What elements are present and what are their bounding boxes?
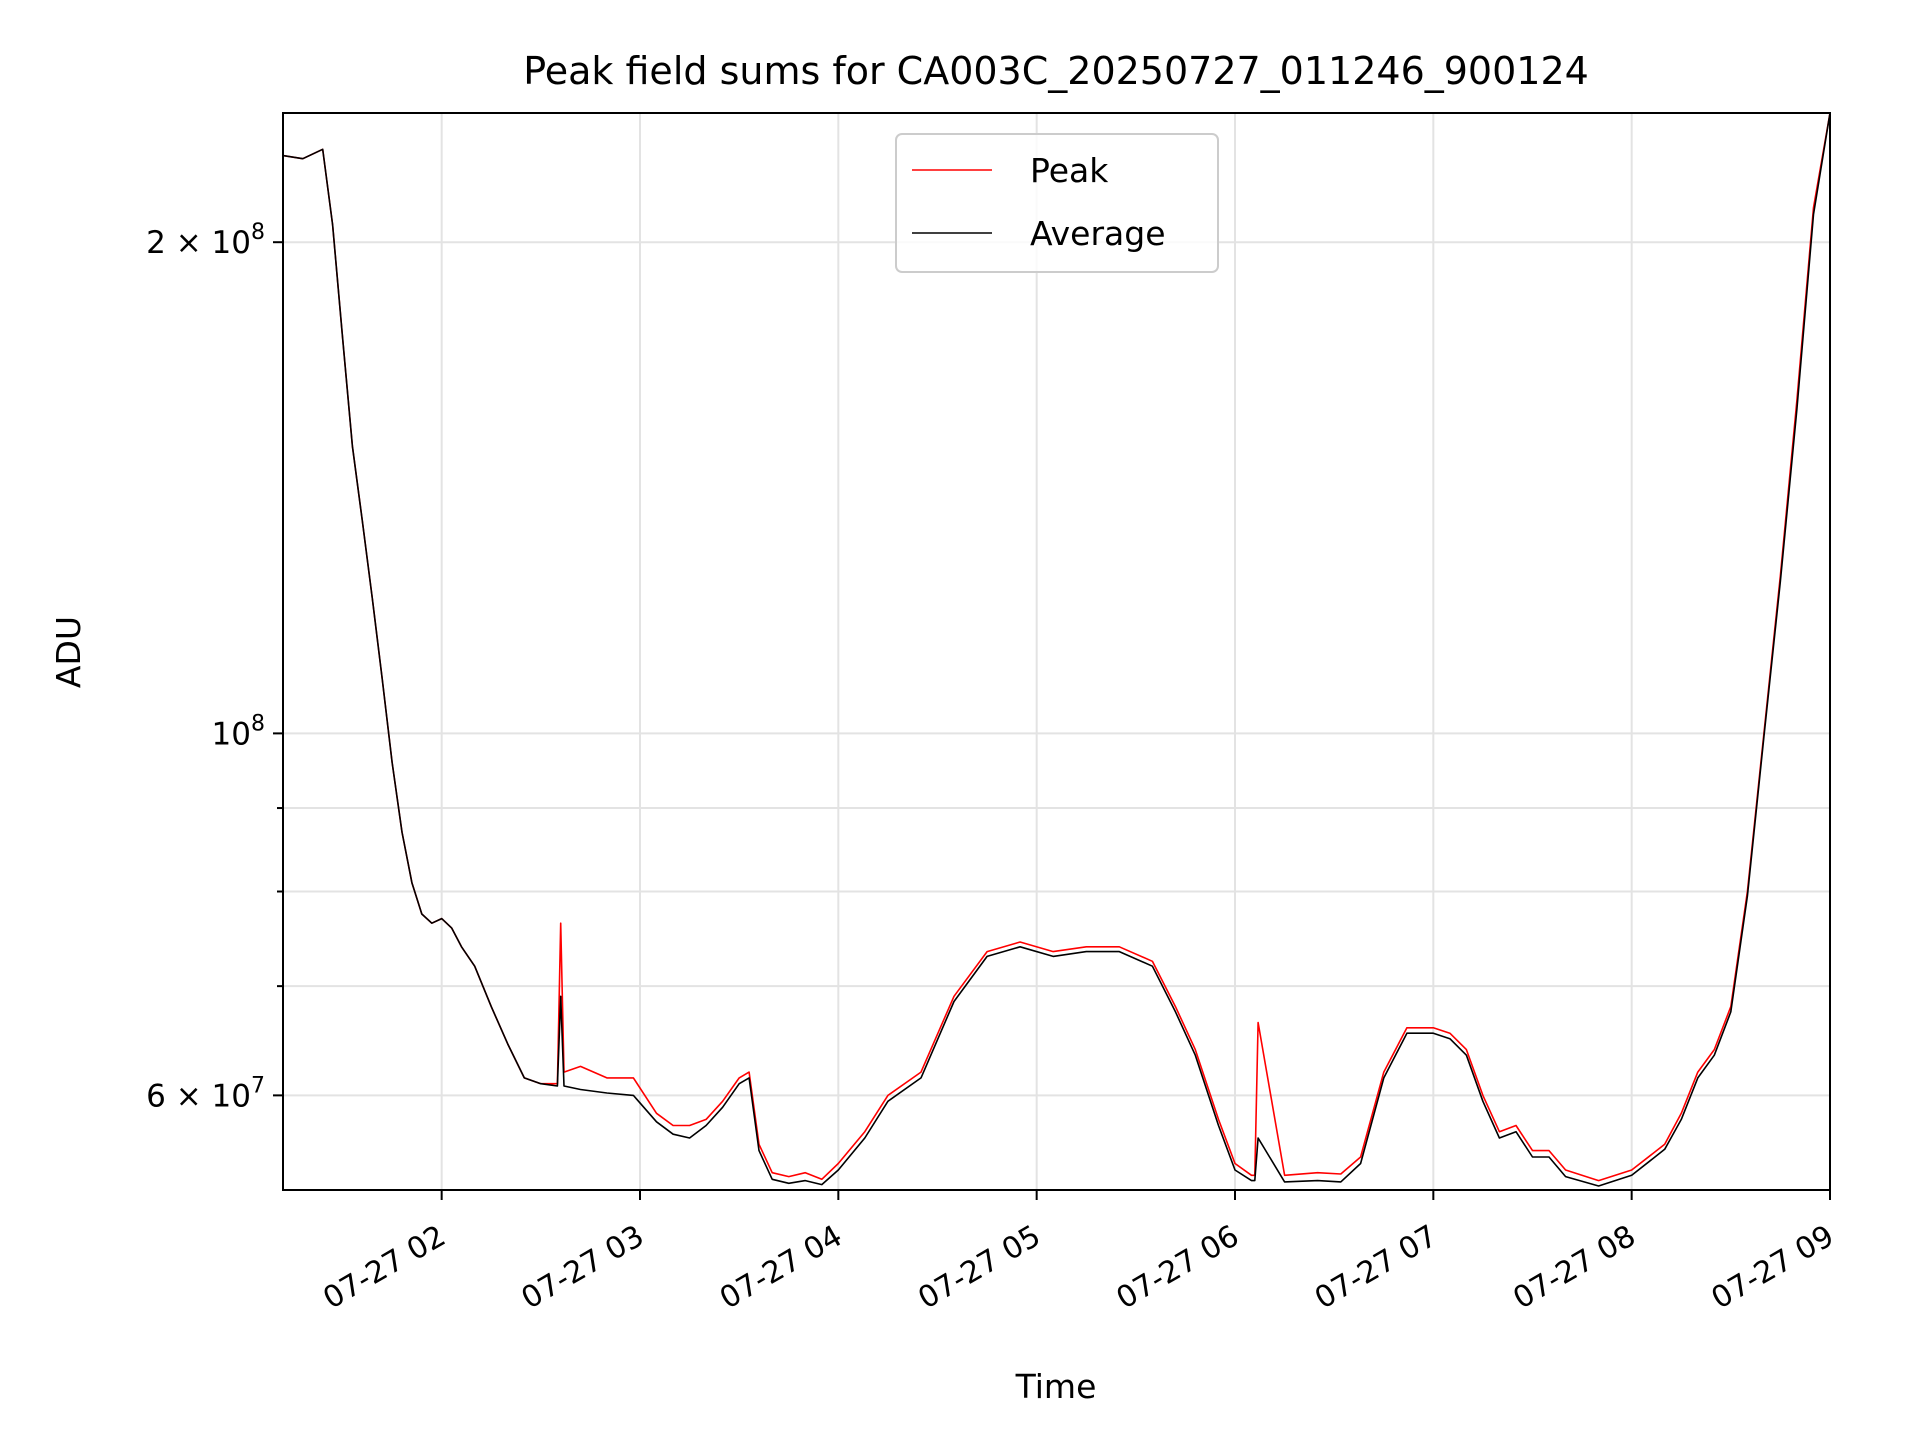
x-axis-label: Time <box>1015 1367 1097 1406</box>
y-tick-exponent: 7 <box>251 1073 265 1098</box>
legend-label-peak: Peak <box>1030 151 1109 190</box>
legend-box <box>895 133 1219 273</box>
series-layer <box>283 113 1830 1187</box>
y-tick-mantissa: 10 <box>212 716 251 752</box>
y-tick-label: 2 × 108 <box>146 220 265 261</box>
chart-title: Peak field sums for CA003C_20250727_0112… <box>523 49 1589 93</box>
y-tick-mantissa: 6 × 10 <box>146 1078 251 1114</box>
y-tick-label: 6 × 107 <box>146 1073 265 1114</box>
y-tick-exponent: 8 <box>251 220 265 245</box>
y-axis-label: ADU <box>49 616 88 688</box>
plot-frame <box>282 112 1831 1191</box>
y-tick-label: 108 <box>212 711 265 752</box>
legend: Peak Average <box>895 133 1219 273</box>
y-tick-exponent: 8 <box>251 711 265 736</box>
series-line-average <box>283 113 1830 1187</box>
legend-label-average: Average <box>1030 214 1166 253</box>
y-tick-mantissa: 2 × 10 <box>146 225 251 261</box>
